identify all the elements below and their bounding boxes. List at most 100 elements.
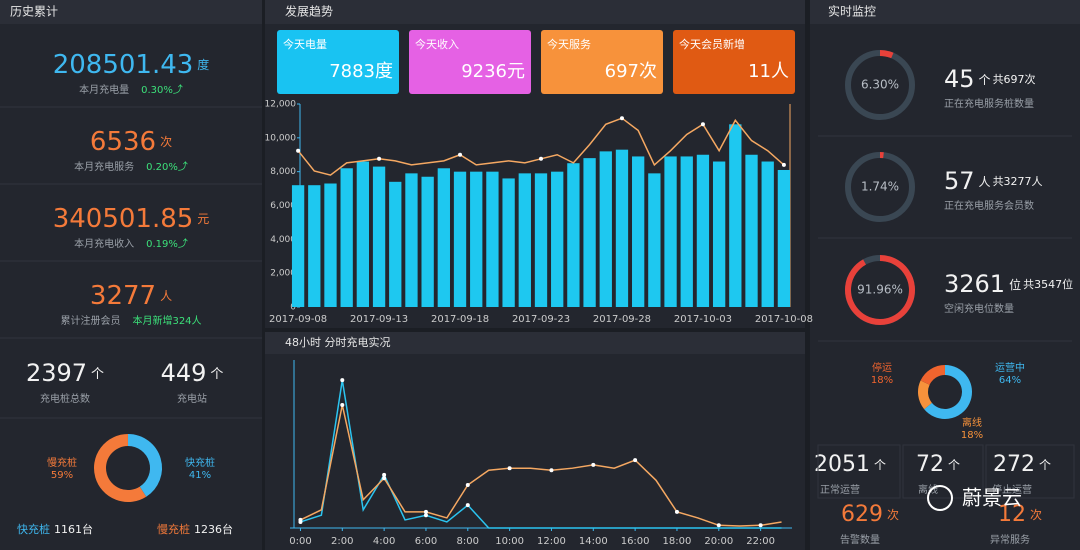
bar xyxy=(437,168,450,307)
point xyxy=(549,468,554,473)
stat-change: 本月新增324人 xyxy=(132,314,201,327)
stat-caption: 本月充电收入 0.19%⤴ xyxy=(74,237,188,250)
bar xyxy=(372,166,386,307)
count: 2397 个 xyxy=(26,359,104,387)
right-stat: 2051 个 xyxy=(814,452,886,477)
bar xyxy=(583,158,596,307)
x-tick-label: 20:00 xyxy=(704,536,733,547)
monitor-label: 正在充电服务桩数量 xyxy=(944,97,1034,110)
pie-slice xyxy=(127,434,162,497)
x-tick-label: 2017-10-08 xyxy=(755,314,813,325)
pie-value: 59% xyxy=(51,470,73,481)
point xyxy=(781,162,786,167)
stat-label: 本月充电收入 xyxy=(74,237,134,250)
monitor-value: 57 xyxy=(944,167,975,195)
count-unit: 个 xyxy=(210,367,223,382)
gauge-arc xyxy=(845,255,915,325)
card xyxy=(673,30,795,94)
bar xyxy=(680,156,693,307)
point xyxy=(716,523,721,528)
footer-label: 快充桩 xyxy=(17,522,50,536)
stat-value: 340501.85 xyxy=(53,204,194,234)
x-tick-label: 2017-09-18 xyxy=(431,314,489,325)
card xyxy=(541,30,663,94)
bar xyxy=(324,183,337,307)
bar xyxy=(648,173,661,307)
x-tick-label: 14:00 xyxy=(579,536,608,547)
stat-label: 异常服务 xyxy=(990,533,1030,546)
bar xyxy=(567,163,580,307)
pie-label: 运营中 xyxy=(995,361,1025,374)
bar xyxy=(664,156,677,307)
bar xyxy=(291,185,305,307)
monitor-unit: 人 xyxy=(979,175,991,189)
card-value: 697次 xyxy=(605,61,657,82)
right-stat: 629 次 xyxy=(841,502,899,527)
pie-label: 快充桩 xyxy=(185,456,215,469)
stat-unit: 次 xyxy=(160,135,172,149)
right-stat: 72 个 xyxy=(916,452,960,477)
x-tick-label: 4:00 xyxy=(373,536,395,547)
point xyxy=(674,509,679,514)
card-value: 9236元 xyxy=(461,61,525,82)
panel-header xyxy=(0,0,262,24)
panel-title: 历史累计 xyxy=(10,5,58,19)
footer: 慢充桩 1236台 xyxy=(157,522,233,536)
x-tick-label: 16:00 xyxy=(621,536,650,547)
stat: 340501.85 元 xyxy=(53,204,210,234)
point xyxy=(591,462,596,467)
watermark-icon xyxy=(927,485,953,511)
y-tick-label: 0 xyxy=(290,303,296,313)
stat-unit: 次 xyxy=(887,508,899,522)
bar xyxy=(389,181,402,307)
point xyxy=(633,458,638,463)
card xyxy=(277,30,399,94)
panel-title: 实时监控 xyxy=(828,4,876,19)
line xyxy=(300,404,782,527)
monitor: 3261 位共3547位 xyxy=(944,270,1073,298)
monitor: 45 个共697次 xyxy=(944,65,1036,93)
line xyxy=(300,380,782,529)
pie-slice xyxy=(918,380,933,410)
point xyxy=(296,148,301,153)
footer: 快充桩 1161台 xyxy=(17,522,93,536)
point xyxy=(382,472,387,477)
stat-caption: 本月充电服务 0.20%⤴ xyxy=(74,160,188,173)
stat-value: 272 xyxy=(993,452,1035,477)
pie-slice xyxy=(920,365,946,386)
count-label: 充电站 xyxy=(177,392,207,405)
stat-label: 正常运营 xyxy=(820,483,860,496)
bar xyxy=(632,156,645,307)
stat-unit: 元 xyxy=(197,212,209,226)
stat-value: 629 xyxy=(841,502,883,527)
point xyxy=(458,152,463,157)
stat-change: 0.20%⤴ xyxy=(146,160,188,173)
card-value: 7883度 xyxy=(329,61,393,82)
stat: 3277 人 xyxy=(90,281,172,311)
pie-value: 18% xyxy=(961,430,983,441)
point xyxy=(382,476,387,481)
point xyxy=(507,466,512,471)
footer-value: 1161台 xyxy=(54,522,93,536)
monitor-unit: 位 xyxy=(1009,277,1021,292)
count-value: 2397 xyxy=(26,359,87,387)
x-tick-label: 2017-09-08 xyxy=(269,314,327,325)
x-tick-label: 12:00 xyxy=(537,536,566,547)
point xyxy=(619,116,624,121)
x-tick-label: 2017-09-28 xyxy=(593,314,651,325)
stat: 208501.43 度 xyxy=(53,50,210,80)
gauge-arc xyxy=(879,50,894,59)
card xyxy=(409,30,531,94)
hourly-panel xyxy=(265,332,805,550)
card-label: 今天电量 xyxy=(283,37,327,51)
footer-label: 慢充桩 xyxy=(157,522,190,536)
y-tick-label: 8,000 xyxy=(270,167,296,177)
pie-label: 离线 xyxy=(962,416,982,429)
monitor-extra: 共3547位 xyxy=(1023,277,1073,291)
stat-label: 本月充电量 xyxy=(79,83,129,96)
bar xyxy=(421,176,434,307)
point xyxy=(298,517,303,522)
watermark: 蔚景云 xyxy=(962,486,1022,510)
stat-change: 0.19%⤴ xyxy=(146,237,188,250)
